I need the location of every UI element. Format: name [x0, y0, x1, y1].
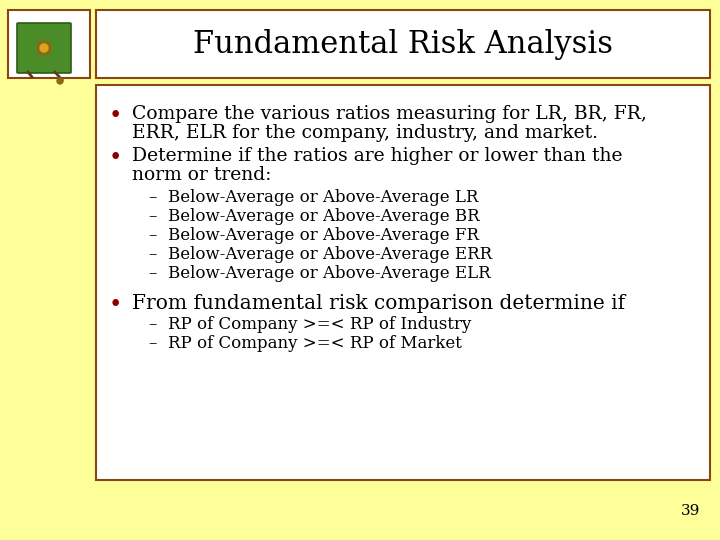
Text: Below-Average or Above-Average ERR: Below-Average or Above-Average ERR — [168, 246, 492, 263]
Text: –: – — [148, 335, 156, 352]
Text: 39: 39 — [680, 504, 700, 518]
Text: –: – — [148, 316, 156, 333]
FancyBboxPatch shape — [96, 85, 710, 480]
Text: –: – — [148, 246, 156, 263]
Circle shape — [37, 41, 51, 55]
Text: –: – — [148, 189, 156, 206]
Text: •: • — [108, 105, 122, 127]
Text: From fundamental risk comparison determine if: From fundamental risk comparison determi… — [132, 294, 625, 313]
Circle shape — [57, 78, 63, 84]
Text: –: – — [148, 227, 156, 244]
Text: –: – — [148, 265, 156, 282]
Text: Below-Average or Above-Average FR: Below-Average or Above-Average FR — [168, 227, 479, 244]
Circle shape — [40, 44, 48, 52]
Text: Fundamental Risk Analysis: Fundamental Risk Analysis — [193, 29, 613, 59]
Text: –: – — [148, 208, 156, 225]
FancyBboxPatch shape — [8, 10, 90, 78]
FancyBboxPatch shape — [96, 10, 710, 78]
Text: Determine if the ratios are higher or lower than the: Determine if the ratios are higher or lo… — [132, 147, 623, 165]
Text: RP of Company >=< RP of Industry: RP of Company >=< RP of Industry — [168, 316, 472, 333]
Text: Below-Average or Above-Average ELR: Below-Average or Above-Average ELR — [168, 265, 490, 282]
Text: norm or trend:: norm or trend: — [132, 166, 271, 184]
Text: RP of Company >=< RP of Market: RP of Company >=< RP of Market — [168, 335, 462, 352]
Text: Compare the various ratios measuring for LR, BR, FR,: Compare the various ratios measuring for… — [132, 105, 647, 123]
Text: Below-Average or Above-Average BR: Below-Average or Above-Average BR — [168, 208, 480, 225]
Text: •: • — [108, 147, 122, 169]
Text: •: • — [108, 294, 122, 316]
Text: ERR, ELR for the company, industry, and market.: ERR, ELR for the company, industry, and … — [132, 124, 598, 142]
Text: Below-Average or Above-Average LR: Below-Average or Above-Average LR — [168, 189, 478, 206]
FancyBboxPatch shape — [17, 23, 71, 73]
